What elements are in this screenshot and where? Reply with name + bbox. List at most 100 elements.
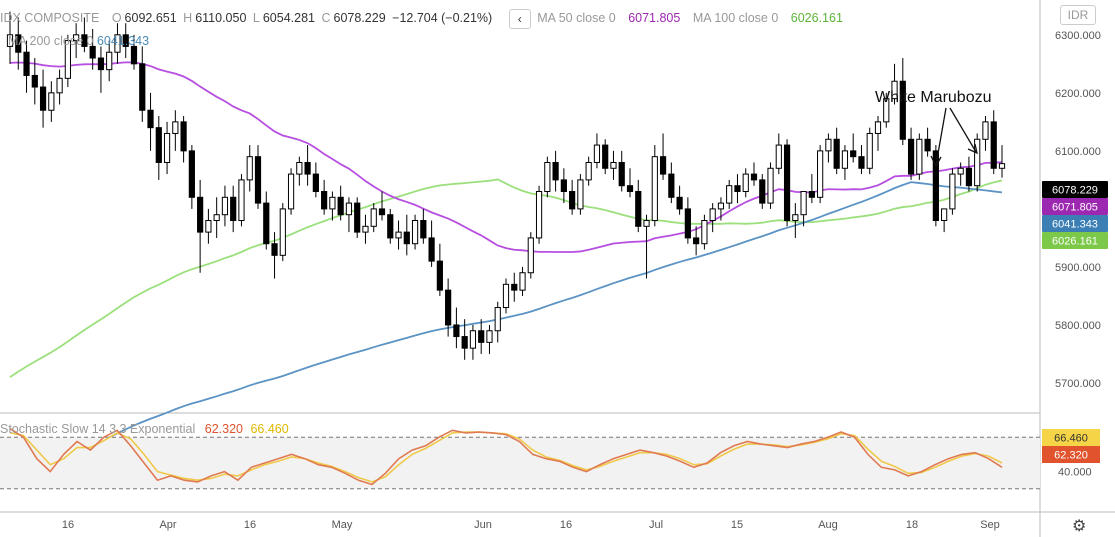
candle-down [312,173,319,192]
candle-down [850,150,857,158]
price-tick-label: 6300.000 [1055,30,1101,42]
symbol-name[interactable]: IDX COMPOSITE [0,11,100,26]
price-badge-ma200 [1042,215,1108,232]
ma50-label[interactable]: MA 50 close 0 [537,11,616,26]
time-axis[interactable]: 16 Apr 16 May Jun 16 Jul 15 Aug 18 Sep [62,519,1000,531]
candle-up [535,190,543,239]
candle-down [147,109,154,129]
candle-down [569,190,576,210]
candle-up [998,163,1006,169]
candle-down [39,86,47,111]
candle-down [783,144,791,222]
candles [6,11,1006,360]
candle-up [726,185,733,204]
ma200-value: 6041.343 [96,34,150,48]
price-badge-close [1042,181,1108,198]
candle-up [172,121,179,134]
candle-down [81,34,88,47]
open-label: O [111,11,122,26]
candle-up [643,220,650,227]
time-tick-label: 15 [731,519,743,531]
candle-down [659,156,667,175]
candle-up [64,40,71,79]
candle-up [213,214,220,222]
stoch-badge-d [1042,429,1100,446]
candle-down [130,45,138,65]
price-axis[interactable]: 6300.0006200.0006100.0006000.0005900.000… [1042,30,1108,390]
price-badge-ma100 [1042,232,1108,249]
candle-up [800,190,807,216]
candle-up [742,173,749,192]
candle-up [792,214,799,222]
candle-up [502,283,510,309]
ma50-value: 6071.805 [628,11,681,26]
candle-down [387,214,394,239]
stoch-band [0,437,1040,489]
candle-down [89,45,96,59]
stoch-badge-k [1042,446,1100,463]
candle-up [544,161,551,192]
time-tick-label: Jul [649,519,663,531]
candle-down [304,161,311,175]
ma100-path [9,178,1003,378]
collapse-legend-button[interactable]: ‹ [508,9,531,29]
candle-down [511,283,518,291]
ma200-legend: MA 200 close 0 6041.343 [8,34,149,48]
time-tick-label: May [332,519,353,531]
candle-down [618,161,625,187]
candle-up [106,51,113,71]
candle-up [395,231,402,239]
stoch-badge-d-label: 66.460 [1054,433,1088,445]
candle-down [337,196,344,216]
currency-button[interactable]: IDR [1060,5,1096,25]
candle-up [651,156,658,222]
stoch-k-value: 62.320 [204,422,243,436]
candle-down [197,196,204,233]
time-tick-label: 18 [906,519,918,531]
annotation-arrow-1 [935,107,947,166]
candle-down [254,156,262,204]
candle-up [494,307,501,332]
candle-up [982,121,989,140]
candle-up [717,202,725,210]
stoch-label[interactable]: Stochastic Slow 14 3 3 Exponential [0,422,196,436]
candle-up [767,167,774,204]
ma200-label[interactable]: MA 200 close 0 [8,34,94,48]
high-label: H [183,11,193,26]
candle-up [610,161,617,169]
open-value: 6092.651 [124,11,177,26]
candle-up [73,34,80,42]
candle-up [709,208,716,222]
candle-up [825,138,832,152]
candle-up [883,98,890,123]
close-value: 6078.229 [333,11,386,26]
candle-down [932,150,939,222]
stoch-d-value: 66.460 [250,422,289,436]
candle-up [205,220,212,233]
annotation-arrowhead-1 [930,155,942,168]
candle-down [924,138,931,152]
candle-up [585,161,592,181]
candle-down [899,80,906,140]
annotation-arrowhead-2 [967,143,978,155]
candle-up [949,173,956,210]
candle-up [577,179,584,210]
candle-down [403,231,410,245]
candle-up [775,144,782,169]
candle-up [56,77,63,94]
price-tick-label: 5700.000 [1055,378,1101,390]
candle-down [684,208,691,239]
candle-down [635,190,642,227]
change-value: −12.704 (−0.21%) [392,11,493,26]
settings-gear-icon[interactable]: ⚙ [1072,518,1087,535]
candle-up [593,144,601,163]
price-tick-label: 5900.000 [1055,262,1101,274]
candle-up [114,34,121,53]
price-tick-label: 6100.000 [1055,146,1101,158]
candle-down [693,237,700,245]
candle-up [527,237,534,274]
candle-down [122,34,129,47]
candle-down [139,63,146,111]
ma100-label[interactable]: MA 100 close 0 [692,11,779,26]
